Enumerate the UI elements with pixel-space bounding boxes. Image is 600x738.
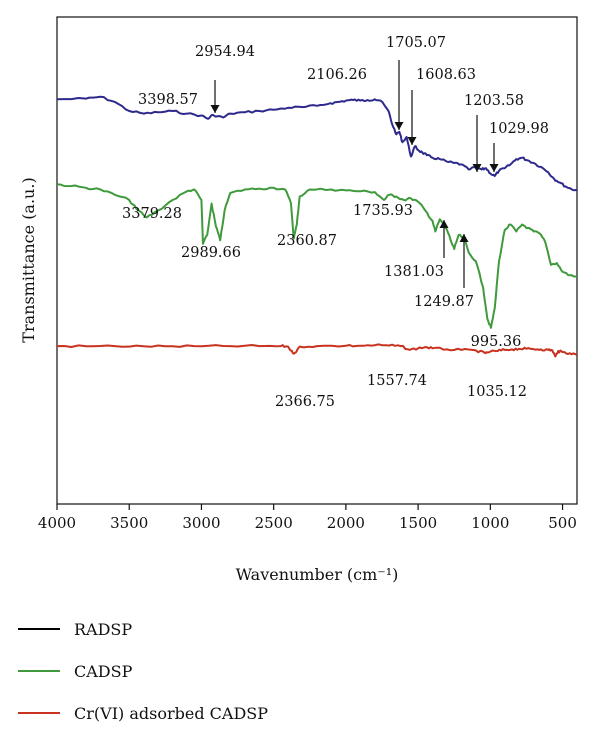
x-tick-label: 3500 [110,514,148,532]
series-layer [56,95,578,358]
legend-swatch-cadsp [18,670,60,672]
legend-item-crvi-cadsp: Cr(VI) adsorbed CADSP [18,696,268,730]
legend-label-cadsp: CADSP [74,661,133,681]
y-axis-title: Transmittance (a.u.) [19,177,38,342]
series-line-2 [56,183,578,329]
peak-label: 2106.26 [307,67,367,83]
peak-label: 3379.28 [122,206,182,222]
annotation-layer: 2954.94 3398.57 2106.26 1705.07 1608.63 1203.… [122,35,549,410]
peak-arrow-head [459,234,469,242]
legend-swatch-crvi-cadsp [18,712,60,714]
plot-frame [56,16,578,505]
peak-label: 2954.94 [195,44,255,60]
x-axis-title: Wavenumber (cm⁻¹) [236,565,399,584]
legend-item-radsp: RADSP [18,612,268,646]
peak-label: 1381.03 [384,264,444,280]
legend-item-cadsp: CADSP [18,654,268,688]
peak-arrow-head [489,164,499,172]
peak-label: 1203.58 [464,93,524,109]
peak-arrow-head [472,164,482,172]
x-tick-label: 2000 [327,514,365,532]
x-tick-label: 500 [548,514,577,532]
peak-label: 1705.07 [386,35,446,51]
x-axis-ticks: 4000 3500 3000 2500 2000 1500 1000 500 [38,504,577,532]
peak-label: 995.36 [471,334,522,350]
peak-label: 1035.12 [467,384,527,400]
x-tick-label: 1500 [399,514,437,532]
series-line-1 [56,95,578,192]
legend-label-crvi-cadsp: Cr(VI) adsorbed CADSP [74,703,268,723]
peak-arrow-head [439,220,449,228]
legend-label-radsp: RADSP [74,619,133,639]
series-line-3 [56,343,578,358]
x-tick-label: 4000 [38,514,76,532]
x-tick-label: 3000 [182,514,220,532]
x-tick-label: 2500 [255,514,293,532]
x-tick-label: 1000 [471,514,509,532]
legend-swatch-radsp [18,628,60,630]
peak-label: 2989.66 [181,245,241,261]
ftir-chart: 2954.94 3398.57 2106.26 1705.07 1608.63 1203.… [19,16,578,584]
peak-label: 1029.98 [489,121,549,137]
legend: RADSP CADSP Cr(VI) adsorbed CADSP [18,612,268,738]
peak-label: 3398.57 [138,92,198,108]
peak-label: 1608.63 [416,67,476,83]
peak-label: 1557.74 [367,373,427,389]
peak-label: 2360.87 [277,233,337,249]
peak-arrow-head [394,122,404,130]
peak-arrow-head [407,137,417,145]
peak-label: 1249.87 [414,294,474,310]
peak-label: 1735.93 [353,203,413,219]
peak-arrow-head [210,105,220,113]
peak-label: 2366.75 [275,394,335,410]
